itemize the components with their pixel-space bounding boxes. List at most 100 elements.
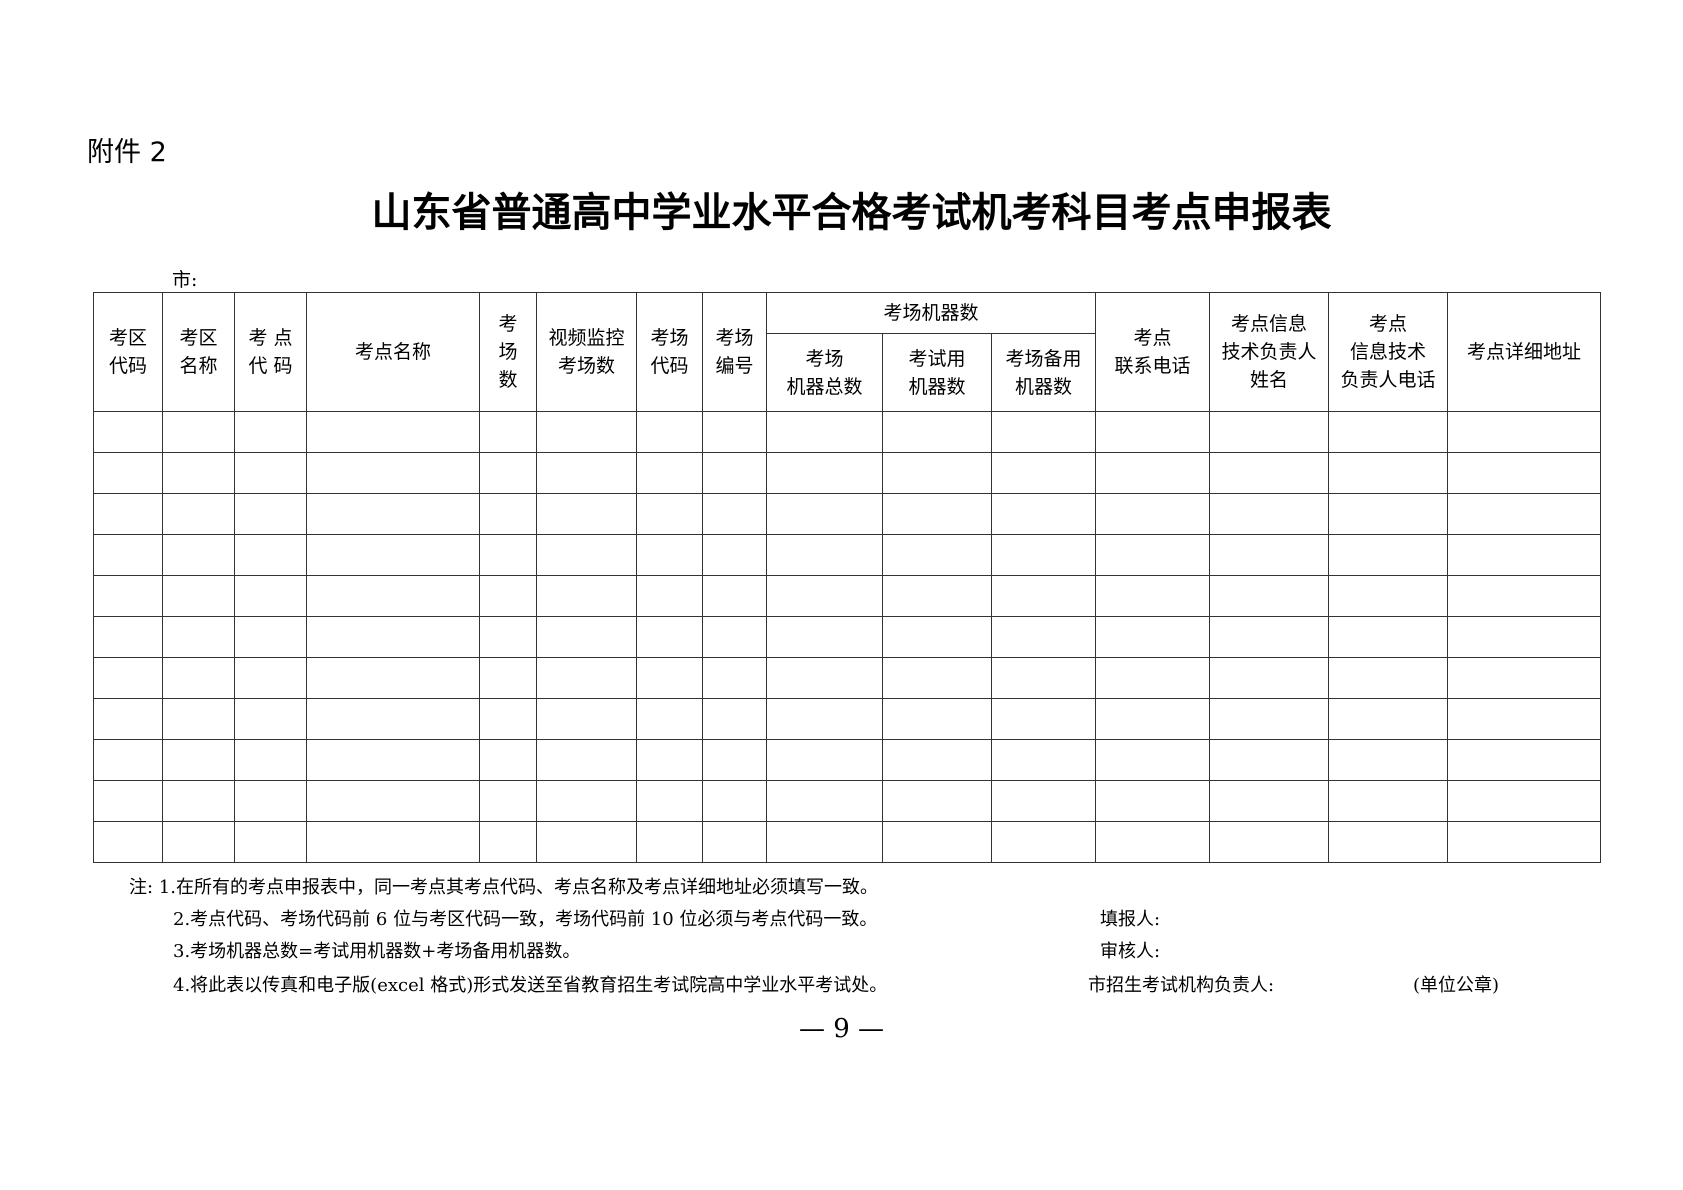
table-cell[interactable] <box>1095 493 1211 535</box>
table-cell[interactable] <box>306 698 480 740</box>
table-cell[interactable] <box>479 575 537 617</box>
table-cell[interactable] <box>1095 411 1211 453</box>
table-cell[interactable] <box>702 493 767 535</box>
table-cell[interactable] <box>766 411 883 453</box>
table-cell[interactable] <box>162 411 235 453</box>
table-cell[interactable] <box>1328 575 1449 617</box>
table-cell[interactable] <box>93 534 163 576</box>
table-cell[interactable] <box>162 698 235 740</box>
table-cell[interactable] <box>990 575 1097 617</box>
table-cell[interactable] <box>93 780 163 822</box>
table-cell[interactable] <box>1095 698 1211 740</box>
table-cell[interactable] <box>636 534 703 576</box>
table-cell[interactable] <box>1328 739 1449 781</box>
table-cell[interactable] <box>990 452 1097 494</box>
table-cell[interactable] <box>536 698 637 740</box>
table-cell[interactable] <box>1328 452 1449 494</box>
table-cell[interactable] <box>702 657 767 699</box>
table-cell[interactable] <box>306 575 480 617</box>
table-cell[interactable] <box>882 739 992 781</box>
table-cell[interactable] <box>766 739 883 781</box>
table-cell[interactable] <box>766 821 883 863</box>
table-cell[interactable] <box>234 493 307 535</box>
table-cell[interactable] <box>766 452 883 494</box>
table-cell[interactable] <box>636 452 703 494</box>
table-cell[interactable] <box>1328 698 1449 740</box>
table-cell[interactable] <box>882 657 992 699</box>
table-cell[interactable] <box>702 739 767 781</box>
table-cell[interactable] <box>234 575 307 617</box>
table-cell[interactable] <box>1209 657 1330 699</box>
table-cell[interactable] <box>93 616 163 658</box>
table-cell[interactable] <box>479 739 537 781</box>
table-cell[interactable] <box>1328 411 1449 453</box>
table-cell[interactable] <box>93 657 163 699</box>
table-cell[interactable] <box>1095 821 1211 863</box>
table-cell[interactable] <box>234 780 307 822</box>
table-cell[interactable] <box>234 616 307 658</box>
table-cell[interactable] <box>1095 780 1211 822</box>
table-cell[interactable] <box>93 698 163 740</box>
table-cell[interactable] <box>1209 493 1330 535</box>
table-cell[interactable] <box>636 739 703 781</box>
table-cell[interactable] <box>306 821 480 863</box>
table-cell[interactable] <box>636 616 703 658</box>
table-cell[interactable] <box>479 493 537 535</box>
table-cell[interactable] <box>1328 616 1449 658</box>
table-cell[interactable] <box>1095 616 1211 658</box>
table-cell[interactable] <box>306 739 480 781</box>
table-cell[interactable] <box>766 534 883 576</box>
table-cell[interactable] <box>234 411 307 453</box>
table-cell[interactable] <box>1447 534 1602 576</box>
table-cell[interactable] <box>702 821 767 863</box>
table-cell[interactable] <box>702 411 767 453</box>
table-cell[interactable] <box>990 739 1097 781</box>
table-cell[interactable] <box>1095 739 1211 781</box>
table-cell[interactable] <box>636 698 703 740</box>
table-cell[interactable] <box>234 452 307 494</box>
table-cell[interactable] <box>479 616 537 658</box>
table-cell[interactable] <box>536 657 637 699</box>
table-cell[interactable] <box>766 657 883 699</box>
table-cell[interactable] <box>882 698 992 740</box>
table-cell[interactable] <box>766 616 883 658</box>
table-cell[interactable] <box>93 821 163 863</box>
table-cell[interactable] <box>702 452 767 494</box>
table-cell[interactable] <box>990 780 1097 822</box>
table-cell[interactable] <box>306 534 480 576</box>
table-cell[interactable] <box>1447 657 1602 699</box>
table-cell[interactable] <box>162 821 235 863</box>
table-cell[interactable] <box>1447 698 1602 740</box>
table-cell[interactable] <box>479 821 537 863</box>
table-cell[interactable] <box>766 780 883 822</box>
table-cell[interactable] <box>702 698 767 740</box>
table-cell[interactable] <box>93 739 163 781</box>
table-cell[interactable] <box>536 780 637 822</box>
table-cell[interactable] <box>636 821 703 863</box>
table-cell[interactable] <box>234 821 307 863</box>
table-cell[interactable] <box>882 821 992 863</box>
table-cell[interactable] <box>162 452 235 494</box>
table-cell[interactable] <box>636 575 703 617</box>
table-cell[interactable] <box>306 657 480 699</box>
table-cell[interactable] <box>1447 739 1602 781</box>
table-cell[interactable] <box>990 616 1097 658</box>
table-cell[interactable] <box>702 534 767 576</box>
table-cell[interactable] <box>479 780 537 822</box>
table-cell[interactable] <box>1095 452 1211 494</box>
table-cell[interactable] <box>536 534 637 576</box>
table-cell[interactable] <box>1209 739 1330 781</box>
table-cell[interactable] <box>882 452 992 494</box>
table-cell[interactable] <box>1209 411 1330 453</box>
table-cell[interactable] <box>479 698 537 740</box>
table-cell[interactable] <box>93 411 163 453</box>
table-cell[interactable] <box>1328 821 1449 863</box>
table-cell[interactable] <box>882 575 992 617</box>
table-cell[interactable] <box>536 411 637 453</box>
table-cell[interactable] <box>93 493 163 535</box>
table-cell[interactable] <box>1328 534 1449 576</box>
table-cell[interactable] <box>1209 452 1330 494</box>
table-cell[interactable] <box>306 780 480 822</box>
table-cell[interactable] <box>1328 493 1449 535</box>
table-cell[interactable] <box>766 575 883 617</box>
